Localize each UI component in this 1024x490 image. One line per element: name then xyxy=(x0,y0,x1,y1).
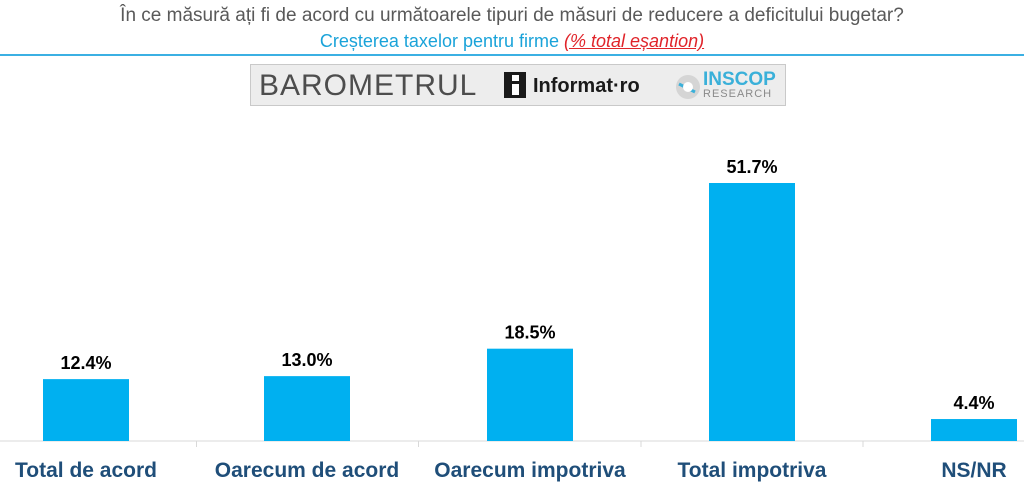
chart-title: În ce măsură ați fi de acord cu următoar… xyxy=(120,5,904,26)
bar xyxy=(709,183,795,441)
informat-logo-text: Informat·ro xyxy=(533,75,640,97)
category-label: Oarecum impotriva xyxy=(434,459,626,482)
inscop-logo-text: INSCOP xyxy=(703,69,776,90)
subtitle-text: Creșterea taxelor pentru firme xyxy=(319,31,559,51)
category-label: Total impotriva xyxy=(678,459,827,482)
chart-subtitle: Creșterea taxelor pentru firme (% total … xyxy=(0,31,1024,52)
bar xyxy=(931,419,1017,441)
category-label: Oarecum de acord xyxy=(215,459,399,482)
bar-value-label: 4.4% xyxy=(953,393,994,413)
inscop-logo-icon xyxy=(676,75,700,99)
bar xyxy=(487,348,573,441)
research-logo-text: RESEARCH xyxy=(703,88,773,100)
header-divider xyxy=(0,54,1024,56)
category-label: Total de acord xyxy=(15,459,157,482)
subtitle-note: (% total eșantion) xyxy=(564,31,705,51)
informat-logo-icon xyxy=(504,72,526,98)
bar-value-label: 13.0% xyxy=(281,350,332,370)
bar xyxy=(264,376,350,441)
bar-value-label: 12.4% xyxy=(60,353,111,373)
barometrul-logo-text: BAROMETRUL xyxy=(259,69,478,102)
bar xyxy=(43,379,129,441)
bar-value-label: 51.7% xyxy=(726,157,777,177)
category-label: NS/NR xyxy=(941,459,1006,482)
bar-value-label: 18.5% xyxy=(504,323,555,343)
sponsor-banner: BAROMETRUL Informat·ro INSCOP RESEARCH xyxy=(250,64,786,106)
